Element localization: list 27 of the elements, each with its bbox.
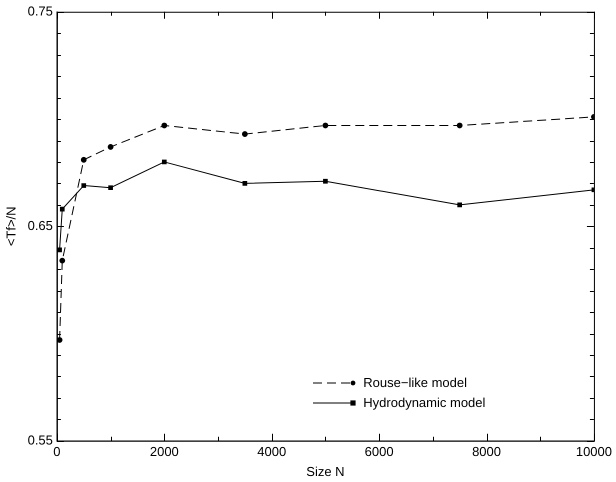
legend-label: Rouse−like model [363, 374, 467, 392]
point [108, 144, 114, 150]
point [60, 206, 65, 212]
point [242, 181, 248, 186]
x-axis-title: Size N [306, 464, 345, 479]
y-tick-label: 0.65 [28, 218, 53, 233]
point [242, 131, 248, 137]
point [457, 202, 462, 208]
point [59, 258, 66, 264]
point [322, 122, 328, 128]
point [161, 122, 168, 128]
point [162, 160, 167, 164]
point [323, 178, 328, 184]
point [80, 156, 87, 163]
legend-label: Hydrodynamic model [363, 394, 486, 412]
point [108, 185, 113, 190]
y-tick-label: 0.55 [28, 432, 53, 448]
x-tick-label: 2000 [150, 444, 179, 460]
y-axis-title: <Tf>/N [3, 206, 18, 246]
point [81, 183, 86, 188]
x-tick-label: 8000 [472, 444, 501, 460]
x-tick-label: 0 [53, 444, 61, 460]
x-tick-label: 6000 [364, 444, 394, 460]
x-tick-label: 4000 [257, 444, 286, 460]
point [456, 122, 463, 128]
x-tick-label: 10000 [576, 444, 612, 460]
y-tick-label: 0.75 [28, 3, 53, 18]
